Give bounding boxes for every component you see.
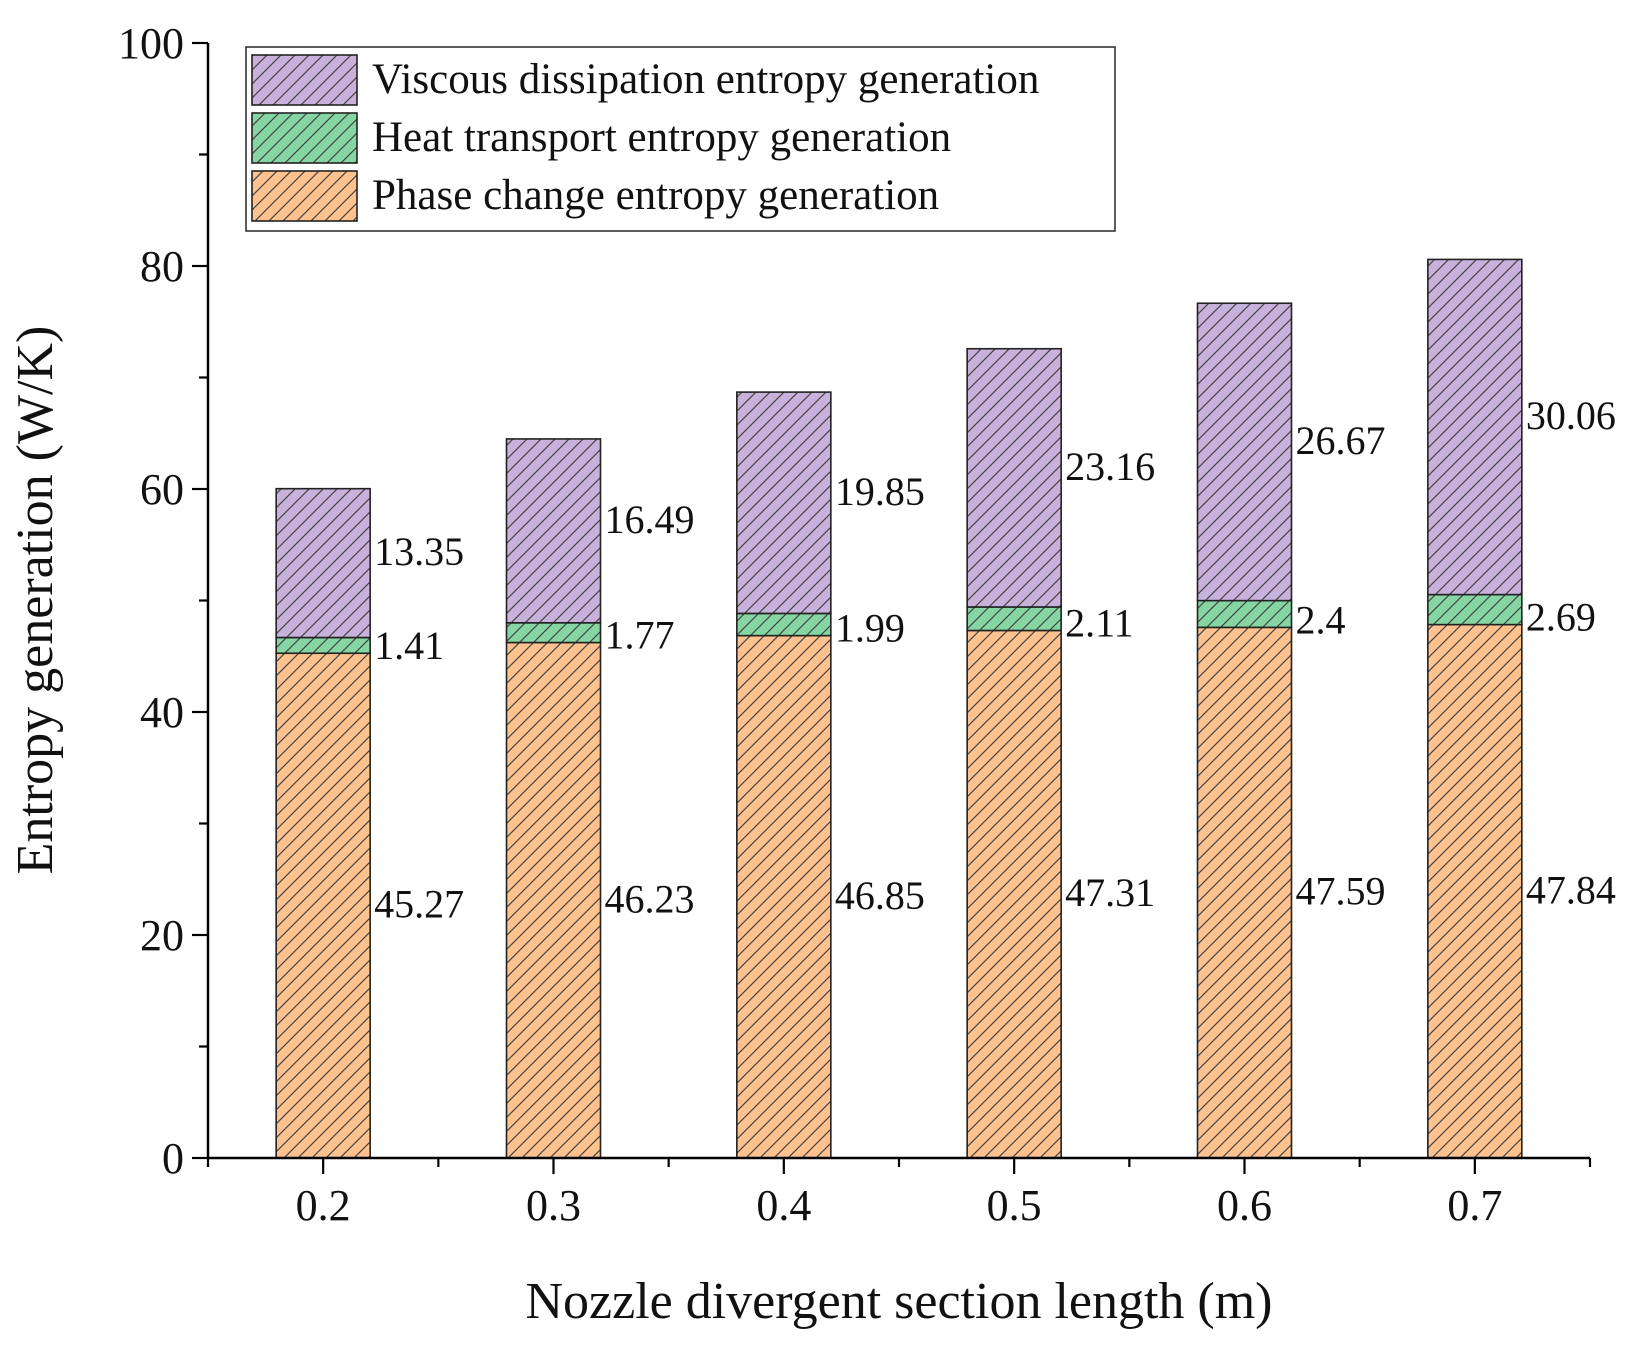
legend-phase-label: Phase change entropy generation: [372, 172, 939, 219]
x-tick-label-0.7: 0.7: [1447, 1181, 1502, 1230]
x-tick-label-0.4: 0.4: [756, 1181, 811, 1230]
data-label-phase-0.2: 45.27: [374, 882, 464, 927]
data-label-heat-0.7: 2.69: [1526, 595, 1596, 640]
data-label-viscous-0.3: 16.49: [605, 497, 695, 542]
x-axis-title: Nozzle divergent section length (m): [525, 1273, 1272, 1330]
y-tick-label-80: 80: [140, 242, 184, 291]
legend-viscous-label: Viscous dissipation entropy generation: [372, 56, 1039, 103]
x-tick-label-0.3: 0.3: [526, 1181, 581, 1230]
bar-viscous-0.3: [505, 438, 602, 624]
bar-viscous-0.6: [1196, 302, 1293, 602]
y-tick-label-0: 0: [162, 1134, 184, 1183]
bar-viscous-0.5: [966, 347, 1062, 608]
bar-phase-0.5: [966, 629, 1062, 1159]
bar-viscous-0.7: [1427, 258, 1523, 596]
y-tick-label-40: 40: [140, 688, 184, 737]
data-label-viscous-0.4: 19.85: [835, 469, 925, 514]
legend-box: [245, 46, 1116, 232]
bars-group: [275, 258, 1523, 1159]
legend-phase-swatch: [251, 170, 358, 222]
x-tick-label-0.6: 0.6: [1217, 1181, 1272, 1230]
bar-phase-0.7: [1427, 623, 1523, 1159]
bar-heat-0.5: [966, 606, 1062, 632]
legend: Viscous dissipation entropy generation He…: [245, 46, 1116, 232]
data-label-phase-0.4: 46.85: [835, 873, 925, 918]
bar-heat-0.7: [1427, 593, 1523, 626]
data-label-heat-0.3: 1.77: [605, 613, 675, 658]
bar-phase-0.4: [736, 634, 832, 1159]
data-labels-group: 45.27 1.41 13.35 46.23 1.77 16.49 46.85 1.99 19.…: [374, 393, 1616, 927]
bar-heat-0.4: [736, 612, 832, 637]
y-tick-label-100: 100: [118, 19, 184, 68]
data-label-viscous-0.5: 23.16: [1065, 444, 1155, 489]
legend-heat-label: Heat transport entropy generation: [372, 114, 951, 161]
y-axis-title: Entropy generation (W/K): [7, 326, 64, 875]
y-tick-label-60: 60: [140, 465, 184, 514]
data-label-viscous-0.7: 30.06: [1526, 393, 1616, 438]
bar-phase-0.3: [505, 641, 602, 1159]
bar-viscous-0.2: [275, 487, 371, 639]
data-label-heat-0.5: 2.11: [1065, 600, 1134, 645]
axes-group: 0 20 40 60 80 100 0.2 0.3 0.4 0.5 0.6 0.7: [118, 19, 1592, 1230]
data-label-heat-0.4: 1.99: [835, 606, 905, 651]
bar-heat-0.3: [505, 621, 602, 644]
bar-phase-0.2: [275, 652, 371, 1159]
x-tick-label-0.5: 0.5: [987, 1181, 1042, 1230]
legend-viscous-swatch: [251, 54, 358, 106]
data-label-viscous-0.6: 26.67: [1296, 418, 1386, 463]
legend-heat-swatch: [251, 112, 358, 164]
data-label-heat-0.6: 2.4: [1296, 597, 1346, 642]
data-label-phase-0.7: 47.84: [1526, 867, 1616, 912]
bar-phase-0.6: [1196, 626, 1293, 1159]
bar-viscous-0.4: [736, 391, 832, 615]
bar-heat-0.2: [275, 636, 371, 655]
data-label-heat-0.2: 1.41: [374, 623, 444, 668]
data-label-viscous-0.2: 13.35: [374, 529, 464, 574]
data-label-phase-0.6: 47.59: [1296, 869, 1386, 914]
x-tick-label-0.2: 0.2: [296, 1181, 351, 1230]
y-tick-label-20: 20: [140, 911, 184, 960]
data-label-phase-0.5: 47.31: [1065, 870, 1155, 915]
data-label-phase-0.3: 46.23: [605, 876, 695, 921]
bar-heat-0.6: [1196, 599, 1293, 629]
